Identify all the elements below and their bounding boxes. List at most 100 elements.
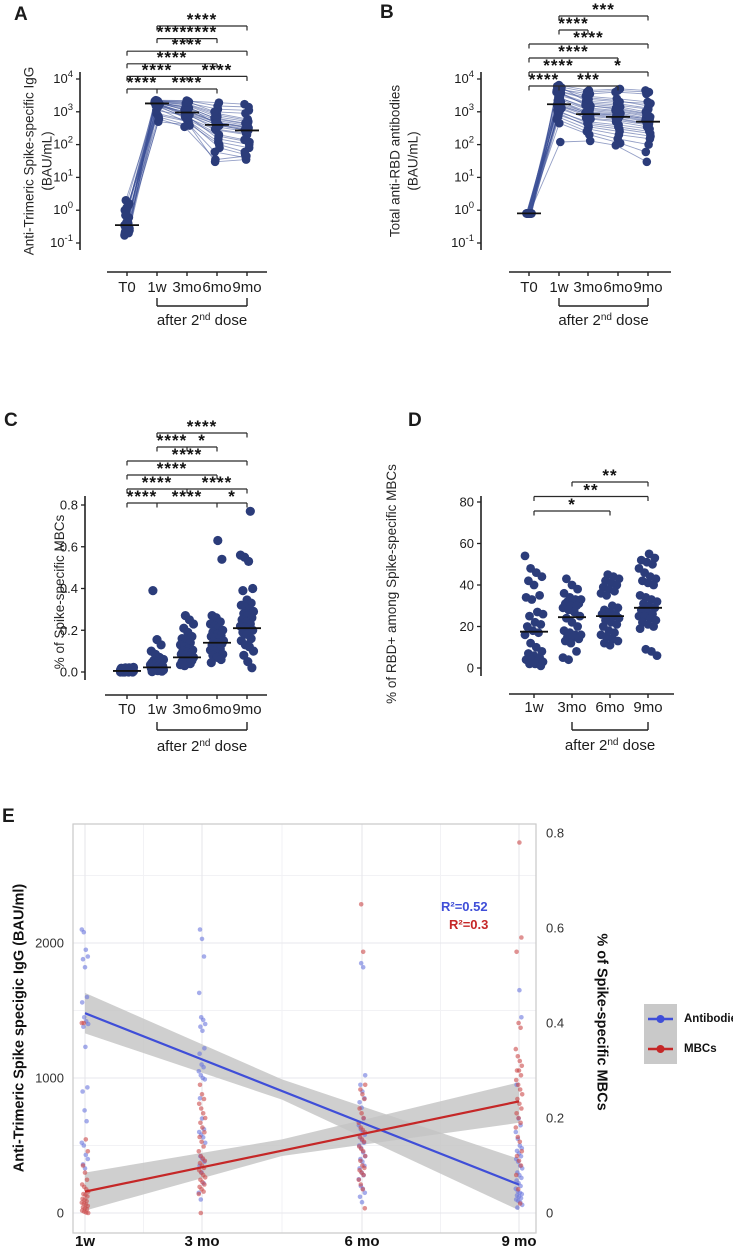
svg-text:****: ****	[202, 473, 232, 492]
svg-text:****: ****	[172, 445, 202, 464]
antibodies-line-icon	[644, 1004, 677, 1034]
svg-text:after 2nd dose: after 2nd dose	[558, 312, 648, 329]
svg-text:0.6: 0.6	[546, 921, 564, 936]
legend-label-antibodies: Antibodies	[684, 1013, 733, 1025]
svg-text:****: ****	[187, 417, 217, 436]
legend-label-mbcs: MBCs	[684, 1043, 717, 1055]
svg-text:1w: 1w	[549, 279, 568, 296]
svg-text:0.8: 0.8	[546, 826, 564, 841]
svg-text:40: 40	[460, 578, 474, 593]
svg-text:after 2nd dose: after 2nd dose	[157, 312, 247, 329]
svg-text:****: ****	[172, 35, 202, 54]
svg-text:100: 100	[53, 200, 73, 217]
legend-item-mbcs: MBCs	[644, 1034, 733, 1064]
panel-d-letter: D	[408, 410, 422, 431]
svg-text:101: 101	[53, 167, 73, 184]
svg-text:104: 104	[53, 69, 73, 86]
svg-text:6mo: 6mo	[202, 701, 231, 718]
svg-text:0.0: 0.0	[60, 665, 78, 680]
svg-text:****: ****	[573, 28, 603, 47]
panel-a-letter: A	[14, 4, 28, 25]
svg-text:****: ****	[142, 473, 172, 492]
svg-text:9mo: 9mo	[633, 279, 662, 296]
svg-text:102: 102	[53, 135, 73, 152]
svg-text:****: ****	[172, 487, 202, 506]
svg-text:0.2: 0.2	[60, 623, 78, 638]
svg-text:1000: 1000	[35, 1071, 64, 1086]
svg-text:0: 0	[57, 1206, 64, 1221]
svg-text:T0: T0	[118, 279, 136, 296]
svg-text:*: *	[568, 495, 576, 514]
svg-text:9 mo: 9 mo	[501, 1233, 536, 1250]
svg-text:****: ****	[558, 42, 588, 61]
r-squared-antibodies: R²=0.52	[441, 899, 488, 914]
svg-text:****: ****	[187, 10, 217, 29]
svg-text:****: ****	[157, 23, 187, 42]
svg-text:****: ****	[187, 23, 217, 42]
svg-text:80: 80	[460, 495, 474, 510]
svg-text:****: ****	[142, 60, 172, 79]
svg-text:***: ***	[577, 70, 600, 89]
svg-text:100: 100	[454, 200, 474, 217]
svg-text:after 2nd dose: after 2nd dose	[157, 738, 247, 755]
svg-text:6 mo: 6 mo	[344, 1233, 379, 1250]
svg-text:*: *	[198, 431, 206, 450]
mbcs-line-icon	[644, 1034, 677, 1064]
svg-text:****: ****	[558, 14, 588, 33]
panel-b-letter: B	[380, 2, 394, 23]
svg-text:*: *	[228, 487, 236, 506]
svg-text:104: 104	[454, 69, 474, 86]
svg-text:9mo: 9mo	[232, 279, 261, 296]
svg-text:3mo: 3mo	[573, 279, 602, 296]
svg-text:0.8: 0.8	[60, 498, 78, 513]
panel-e-letter: E	[2, 806, 15, 827]
svg-text:3mo: 3mo	[557, 699, 586, 716]
svg-text:0.4: 0.4	[546, 1016, 564, 1031]
svg-text:****: ****	[157, 431, 187, 450]
svg-text:101: 101	[454, 167, 474, 184]
svg-text:60: 60	[460, 536, 474, 551]
svg-text:10-1: 10-1	[50, 233, 73, 250]
svg-text:0: 0	[467, 661, 474, 676]
svg-text:1w: 1w	[524, 699, 543, 716]
legend-item-antibodies: Antibodies	[644, 1004, 733, 1034]
panel-c-letter: C	[4, 410, 18, 431]
svg-text:****: ****	[157, 459, 187, 478]
svg-text:****: ****	[529, 70, 559, 89]
svg-text:103: 103	[53, 102, 73, 119]
svg-text:****: ****	[127, 487, 157, 506]
svg-text:3mo: 3mo	[172, 279, 201, 296]
svg-text:****: ****	[543, 56, 573, 75]
svg-text:****: ****	[202, 60, 232, 79]
svg-text:9mo: 9mo	[232, 701, 261, 718]
svg-text:T0: T0	[118, 701, 136, 718]
svg-text:0.4: 0.4	[60, 581, 78, 596]
svg-text:9mo: 9mo	[633, 699, 662, 716]
svg-text:*: *	[614, 56, 622, 75]
svg-text:1w: 1w	[147, 279, 166, 296]
svg-text:3 mo: 3 mo	[184, 1233, 219, 1250]
svg-text:after 2nd dose: after 2nd dose	[565, 737, 655, 754]
svg-text:6mo: 6mo	[595, 699, 624, 716]
svg-text:1w: 1w	[147, 701, 166, 718]
svg-text:**: **	[583, 481, 598, 500]
svg-text:20: 20	[460, 619, 474, 634]
svg-text:****: ****	[157, 48, 187, 67]
svg-text:0.6: 0.6	[60, 539, 78, 554]
svg-text:T0: T0	[520, 279, 538, 296]
panel-c-chart: 0.00.20.40.60.8******** ************* ****…	[60, 417, 267, 755]
svg-text:103: 103	[454, 102, 474, 119]
svg-text:****: ****	[127, 73, 157, 92]
svg-text:6mo: 6mo	[202, 279, 231, 296]
svg-text:****: ****	[172, 73, 202, 92]
svg-text:0: 0	[546, 1206, 553, 1221]
svg-text:6mo: 6mo	[603, 279, 632, 296]
r-squared-mbcs: R²=0.3	[449, 917, 489, 932]
svg-text:2000: 2000	[35, 936, 64, 951]
svg-text:10-1: 10-1	[451, 233, 474, 250]
svg-text:0.2: 0.2	[546, 1111, 564, 1126]
